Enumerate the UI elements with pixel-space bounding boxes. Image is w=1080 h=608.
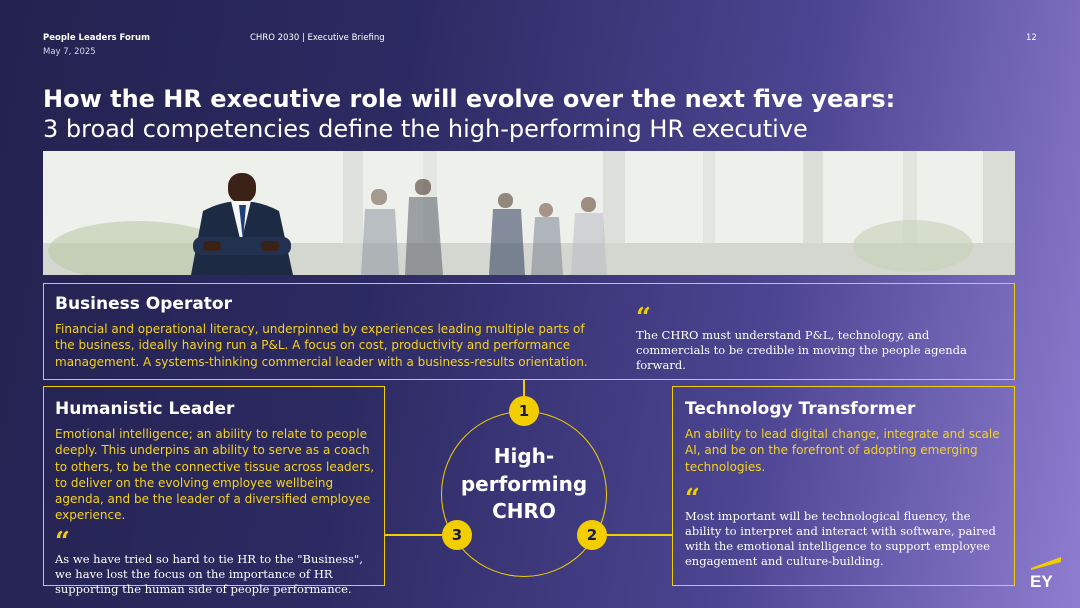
slide-title-line1: How the HR executive role will evolve ov…	[43, 85, 896, 113]
humanistic-leader-title: Humanistic Leader	[55, 399, 235, 419]
connector-line	[523, 380, 525, 396]
badge-1: 1	[509, 396, 539, 426]
business-operator-card: Business Operator Financial and operatio…	[43, 283, 1015, 380]
quote-mark-icon: “	[55, 526, 70, 557]
quote-mark-icon: “	[636, 303, 651, 333]
ey-logo-icon: EY	[1029, 554, 1063, 591]
svg-text:EY: EY	[1030, 572, 1053, 590]
chro-label-line3: CHRO	[492, 499, 556, 523]
chro-label: High- performing CHRO	[442, 443, 606, 526]
briefing-date: May 7, 2025	[43, 47, 96, 57]
briefing-title: CHRO 2030 | Executive Briefing	[250, 33, 385, 43]
business-meeting-photo	[43, 151, 1015, 275]
technology-transformer-card: Technology Transformer An ability to lea…	[672, 386, 1015, 586]
technology-transformer-title: Technology Transformer	[685, 399, 916, 419]
humanistic-leader-quote: As we have tried so hard to tie HR to th…	[55, 551, 363, 596]
slide-title: How the HR executive role will evolve ov…	[43, 84, 1023, 144]
chro-label-line2: performing	[460, 471, 588, 496]
humanistic-leader-card: Humanistic Leader Emotional intelligence…	[43, 386, 385, 596]
badge-3: 3	[442, 520, 472, 550]
business-operator-title: Business Operator	[55, 294, 232, 314]
connector-line	[606, 534, 672, 536]
business-operator-quote: The CHRO must understand P&L, technology…	[636, 328, 967, 372]
technology-transformer-quote: Most important will be technological flu…	[685, 508, 996, 568]
chro-label-line1: High-	[493, 444, 555, 468]
page-number: 12	[1026, 33, 1037, 43]
slide-title-line2: 3 broad competencies define the high-per…	[43, 115, 808, 143]
connector-line	[385, 534, 442, 536]
business-operator-description: Financial and operational literacy, unde…	[55, 322, 588, 369]
humanistic-leader-description: Emotional intelligence; an ability to re…	[55, 427, 375, 523]
technology-transformer-description: An ability to lead digital change, integ…	[685, 427, 1000, 474]
badge-2: 2	[577, 520, 607, 550]
forum-name: People Leaders Forum	[43, 33, 150, 43]
quote-mark-icon: “	[685, 483, 700, 514]
